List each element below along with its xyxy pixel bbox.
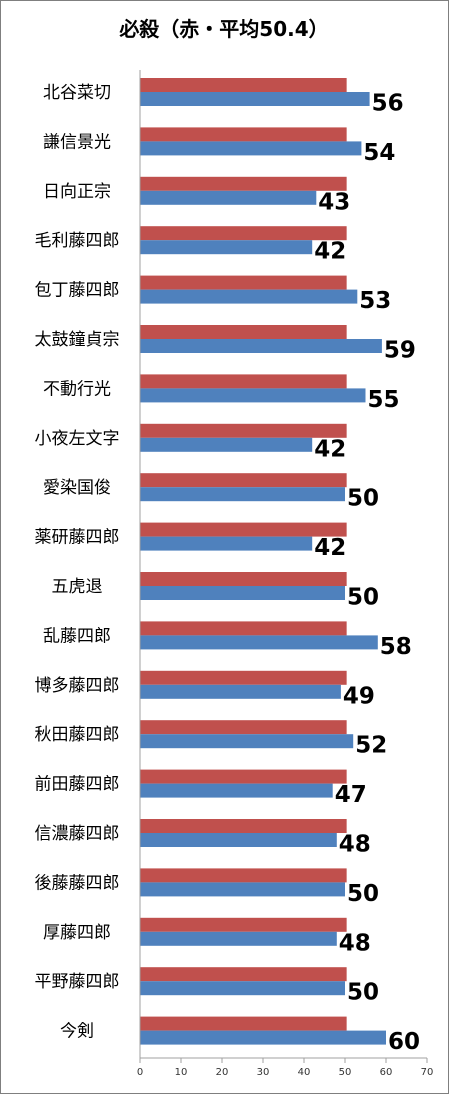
data-label-14: 47 — [335, 782, 367, 808]
x-axis: 0 10 20 30 40 50 60 70 — [137, 70, 434, 1078]
bar-blue-9 — [140, 536, 313, 551]
data-label-5: 59 — [384, 338, 416, 364]
bar-red-7 — [140, 423, 347, 438]
data-label-17: 48 — [339, 930, 371, 956]
data-label-13: 52 — [355, 733, 387, 759]
data-label-4: 53 — [359, 288, 391, 314]
data-label-16: 50 — [347, 881, 379, 907]
chart-title: 必殺（赤・平均50.4） — [118, 17, 328, 41]
category-label-2: 日向正宗 — [43, 182, 111, 202]
data-label-9: 42 — [314, 535, 346, 561]
category-label-15: 信濃藤四郎 — [35, 824, 120, 844]
category-label-6: 不動行光 — [43, 379, 111, 399]
bar-red-19 — [140, 1016, 347, 1031]
bar-blue-4 — [140, 289, 358, 304]
x-tick-label-6: 60 — [380, 1067, 393, 1078]
category-label-16: 後藤藤四郎 — [35, 873, 120, 893]
bar-red-16 — [140, 868, 347, 883]
bar-red-6 — [140, 374, 347, 389]
bar-blue-13 — [140, 734, 354, 749]
category-label-12: 博多藤四郎 — [35, 676, 120, 696]
data-label-3: 42 — [314, 239, 346, 265]
category-label-0: 北谷菜切 — [43, 83, 111, 103]
category-label-10: 五虎退 — [52, 577, 103, 597]
bar-red-8 — [140, 473, 347, 488]
bar-red-4 — [140, 275, 347, 290]
bar-blue-6 — [140, 388, 366, 403]
bar-blue-12 — [140, 684, 341, 699]
bar-red-12 — [140, 670, 347, 685]
category-label-14: 前田藤四郎 — [35, 775, 120, 795]
bar-blue-15 — [140, 833, 337, 847]
bar-blue-0 — [140, 92, 370, 106]
data-label-0: 56 — [372, 91, 404, 117]
bar-red-0 — [140, 78, 347, 92]
category-label-19: 今剣 — [60, 1022, 94, 1042]
x-tick-label-3: 30 — [257, 1067, 270, 1078]
category-label-3: 毛利藤四郎 — [35, 231, 120, 251]
data-label-6: 55 — [368, 387, 400, 413]
bar-red-17 — [140, 917, 347, 932]
bar-red-9 — [140, 522, 347, 537]
bar-red-3 — [140, 226, 347, 241]
x-tick-label-1: 10 — [175, 1067, 188, 1078]
category-label-17: 厚藤四郎 — [43, 923, 111, 943]
bar-blue-1 — [140, 141, 362, 156]
category-label-1: 謙信景光 — [43, 132, 111, 152]
x-tick-label-7: 70 — [421, 1067, 434, 1078]
data-label-7: 42 — [314, 436, 346, 462]
bar-red-1 — [140, 127, 347, 142]
category-label-13: 秋田藤四郎 — [35, 725, 120, 745]
bar-red-10 — [140, 572, 347, 586]
category-label-4: 包丁藤四郎 — [35, 281, 120, 301]
bar-blue-7 — [140, 437, 313, 452]
bar-blue-10 — [140, 586, 345, 600]
category-label-9: 薬研藤四郎 — [35, 528, 120, 548]
bar-blue-17 — [140, 931, 337, 946]
bar-blue-3 — [140, 240, 313, 255]
x-tick-label-4: 40 — [298, 1067, 311, 1078]
data-label-2: 43 — [318, 189, 350, 215]
category-label-18: 平野藤四郎 — [35, 972, 120, 992]
data-label-10: 50 — [347, 585, 379, 611]
category-label-5: 太鼓鐘貞宗 — [35, 330, 120, 350]
bar-blue-11 — [140, 635, 378, 650]
bar-red-2 — [140, 176, 347, 191]
bar-red-15 — [140, 819, 347, 833]
bar-red-18 — [140, 967, 347, 982]
data-label-11: 58 — [380, 634, 412, 660]
bar-blue-5 — [140, 339, 382, 353]
x-tick-label-5: 50 — [339, 1067, 352, 1078]
bar-blue-2 — [140, 190, 317, 205]
data-label-18: 50 — [347, 980, 379, 1006]
bar-blue-19 — [140, 1030, 386, 1045]
bars-layer: 北谷菜切 56 謙信景光 54 日向正宗 43 毛利藤四郎 42 包丁藤四郎 53 太鼓鐘貞宗 59 不… — [35, 78, 420, 1055]
bar-blue-18 — [140, 981, 345, 996]
x-tick-label-2: 20 — [216, 1067, 229, 1078]
bar-red-5 — [140, 325, 347, 339]
x-tick-label-0: 0 — [137, 1067, 143, 1078]
data-label-15: 48 — [339, 832, 371, 858]
bar-blue-8 — [140, 487, 345, 502]
category-label-8: 愛染国俊 — [43, 478, 111, 498]
bar-red-11 — [140, 621, 347, 636]
data-label-8: 50 — [347, 486, 379, 512]
data-label-19: 60 — [388, 1029, 420, 1055]
bar-red-13 — [140, 720, 347, 735]
category-label-7: 小夜左文字 — [35, 429, 120, 449]
bar-blue-16 — [140, 882, 345, 897]
bar-red-14 — [140, 769, 347, 784]
bar-blue-14 — [140, 783, 333, 798]
data-label-1: 54 — [363, 140, 395, 166]
category-label-11: 乱藤四郎 — [43, 626, 111, 646]
data-label-12: 49 — [343, 683, 375, 709]
